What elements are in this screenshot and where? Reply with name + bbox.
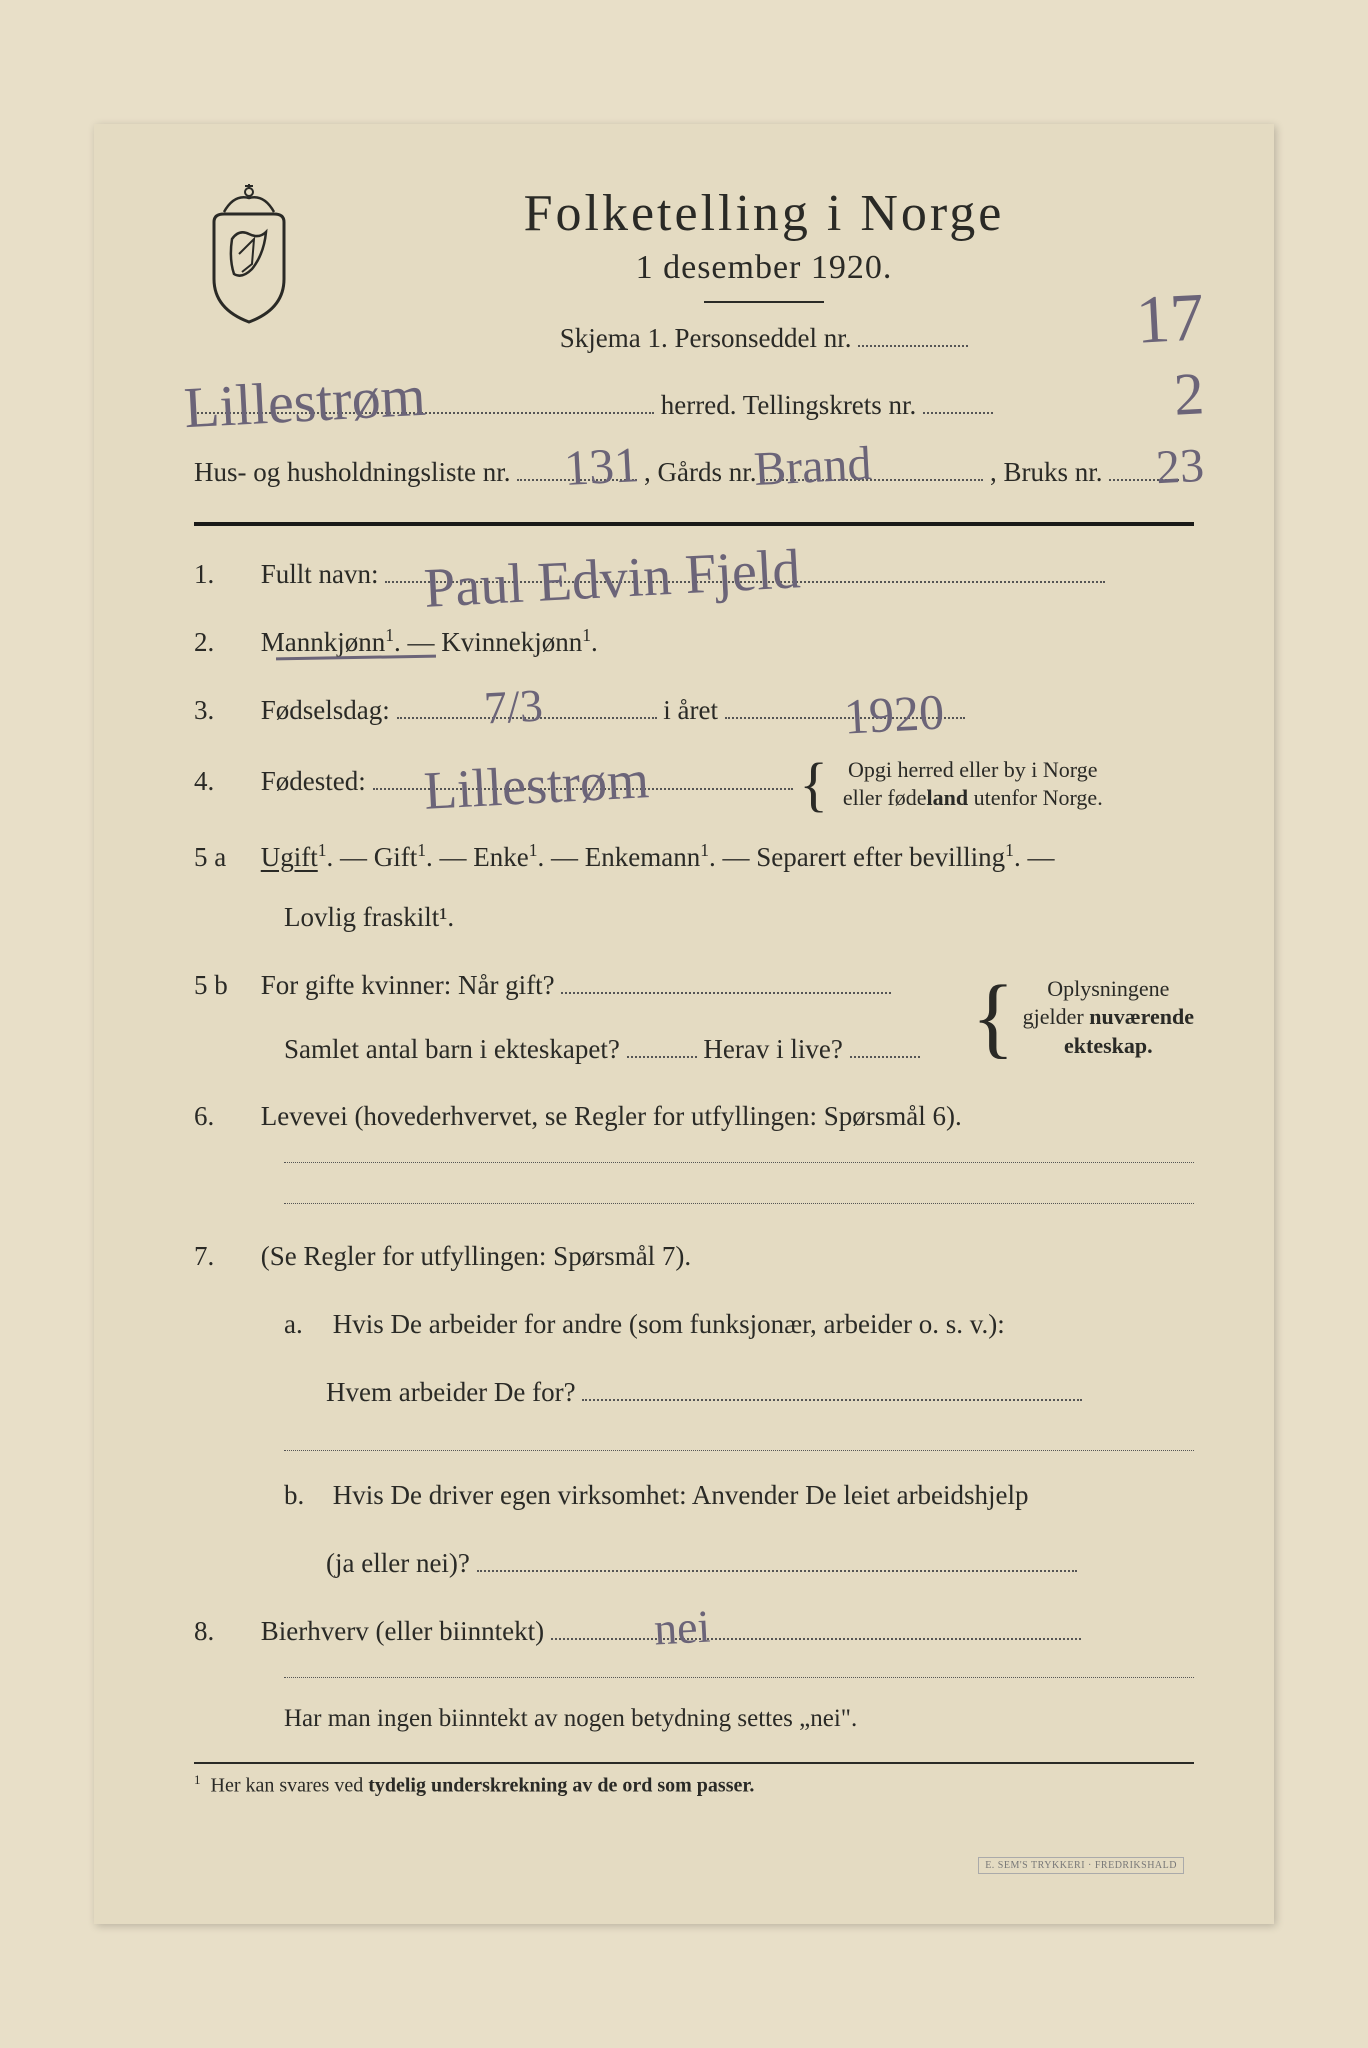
q7a-line — [284, 1450, 1194, 1451]
skjema-label: Skjema 1. Personseddel nr. — [560, 323, 852, 353]
hw-krets: 2 — [1172, 359, 1206, 429]
census-form-page: Folketelling i Norge 1 desember 1920. Sk… — [94, 124, 1274, 1924]
hw-bruks: 23 — [1155, 438, 1206, 495]
q8-line — [284, 1677, 1194, 1678]
hw-aar: 1920 — [842, 669, 946, 759]
q3-label-a: Fødselsdag: — [261, 688, 390, 734]
q5a-sivilstand: 5 a Ugift1. — Gift1. — Enke1. — Enkemann… — [194, 835, 1194, 941]
hw-dag: 7/3 — [482, 666, 545, 747]
q1-num: 1. — [194, 552, 254, 598]
hw-fodested: Lillestrøm — [422, 734, 651, 837]
bruks-label: , Bruks nr. — [990, 457, 1103, 487]
q4-label: Fødested: — [261, 759, 366, 805]
main-title: Folketelling i Norge — [334, 184, 1194, 243]
q1-fullt-navn: 1. Fullt navn: Paul Edvin Fjeld — [194, 552, 1194, 598]
norway-coat-of-arms-icon — [194, 184, 304, 324]
q3-num: 3. — [194, 688, 254, 734]
meta-herred-row: herred. Tellingskrets nr. Lillestrøm 2 — [194, 390, 1194, 421]
q5a-num: 5 a — [194, 835, 254, 881]
hw-person-nr: 17 — [1134, 277, 1206, 359]
q8-bierhverv: 8. Bierhverv (eller biinntekt) nei — [194, 1609, 1194, 1655]
q7: 7. (Se Regler for utfyllingen: Spørsmål … — [194, 1234, 1194, 1586]
hw-herred: Lillestrøm — [182, 362, 427, 442]
closing-note: Har man ingen biinntekt av nogen betydni… — [284, 1698, 1194, 1741]
footnote-separator — [194, 1762, 1194, 1764]
q8-label: Bierhverv (eller biinntekt) — [261, 1616, 544, 1646]
title-block: Folketelling i Norge 1 desember 1920. Sk… — [334, 184, 1194, 354]
q6-num: 6. — [194, 1094, 254, 1140]
q5b-gifte-kvinner: 5 b For gifte kvinner: Når gift? Samlet … — [194, 963, 1194, 1073]
q8-num: 8. — [194, 1609, 254, 1655]
q7a-let: a. — [284, 1302, 326, 1348]
q5b-b: Samlet antal barn i ekteskapet? — [284, 1034, 620, 1064]
q5b-a: For gifte kvinner: Når gift? — [261, 970, 555, 1000]
subtitle: 1 desember 1920. — [334, 249, 1194, 287]
q2-kvinne: — Kvinnekjønn — [408, 627, 583, 657]
q5a-text: Ugift1. — Gift1. — Enke1. — Enkemann1. —… — [261, 842, 1055, 872]
q4-num: 4. — [194, 759, 254, 805]
meta-personseddel: Skjema 1. Personseddel nr. 17 — [334, 323, 1194, 354]
q6-levevei: 6. Levevei (hovederhvervet, se Regler fo… — [194, 1094, 1194, 1140]
meta-hus-row: Hus- og husholdningsliste nr. , Gårds nr… — [194, 457, 1194, 488]
herred-label: herred. Tellingskrets nr. — [661, 390, 917, 420]
q7b-text: Hvis De driver egen virksomhet: Anvender… — [333, 1480, 1029, 1510]
q7a2-text: Hvem arbeider De for? — [326, 1377, 576, 1407]
q7a-text: Hvis De arbeider for andre (som funksjon… — [333, 1309, 1005, 1339]
hw-gards: Brand — [753, 436, 873, 497]
hw-bierhverv: nei — [652, 1587, 712, 1668]
q2-num: 2. — [194, 620, 254, 666]
q7b-let: b. — [284, 1473, 326, 1519]
q5b-note: Oplysningene gjelder nuværende ekteskap. — [1023, 975, 1194, 1061]
q2-kjonn: 2. Mannkjønn1. — Kvinnekjønn1. — [194, 620, 1194, 666]
q1-label: Fullt navn: — [261, 552, 379, 598]
gards-label: , Gårds nr. — [644, 457, 756, 487]
q5b-c: Herav i live? — [703, 1034, 842, 1064]
title-divider — [704, 301, 824, 303]
printer-stamp: E. SEM'S TRYKKERI · FREDRIKSHALD — [978, 1857, 1184, 1874]
q4-note1: Opgi herred eller by i Norge — [848, 757, 1097, 782]
q5a-text2: Lovlig fraskilt¹. — [284, 895, 1194, 941]
q7-label: (Se Regler for utfyllingen: Spørsmål 7). — [261, 1241, 691, 1271]
q6-line1 — [284, 1162, 1194, 1163]
q4-note: Opgi herred eller by i Norge eller fødel… — [843, 756, 1103, 813]
q7b2-text: (ja eller nei)? — [326, 1548, 470, 1578]
q6-line2 — [284, 1203, 1194, 1204]
header: Folketelling i Norge 1 desember 1920. Sk… — [194, 184, 1194, 354]
header-separator — [194, 522, 1194, 526]
q4-note2: eller fødeland utenfor Norge. — [843, 785, 1103, 810]
q4-fodested: 4. Fødested: { Opgi herred eller by i No… — [194, 756, 1194, 813]
q3-label-b: i året — [663, 695, 718, 725]
q3-fodselsdag: 3. Fødselsdag: i året 7/3 1920 — [194, 688, 1194, 734]
hus-label: Hus- og husholdningsliste nr. — [194, 457, 511, 487]
q5b-num: 5 b — [194, 963, 254, 1009]
q7-num: 7. — [194, 1234, 254, 1280]
footnote: 1 Her kan svares ved tydelig underskrekn… — [194, 1772, 1194, 1798]
hw-liste: 131 — [563, 435, 641, 497]
q6-label: Levevei (hovederhvervet, se Regler for u… — [261, 1101, 962, 1131]
